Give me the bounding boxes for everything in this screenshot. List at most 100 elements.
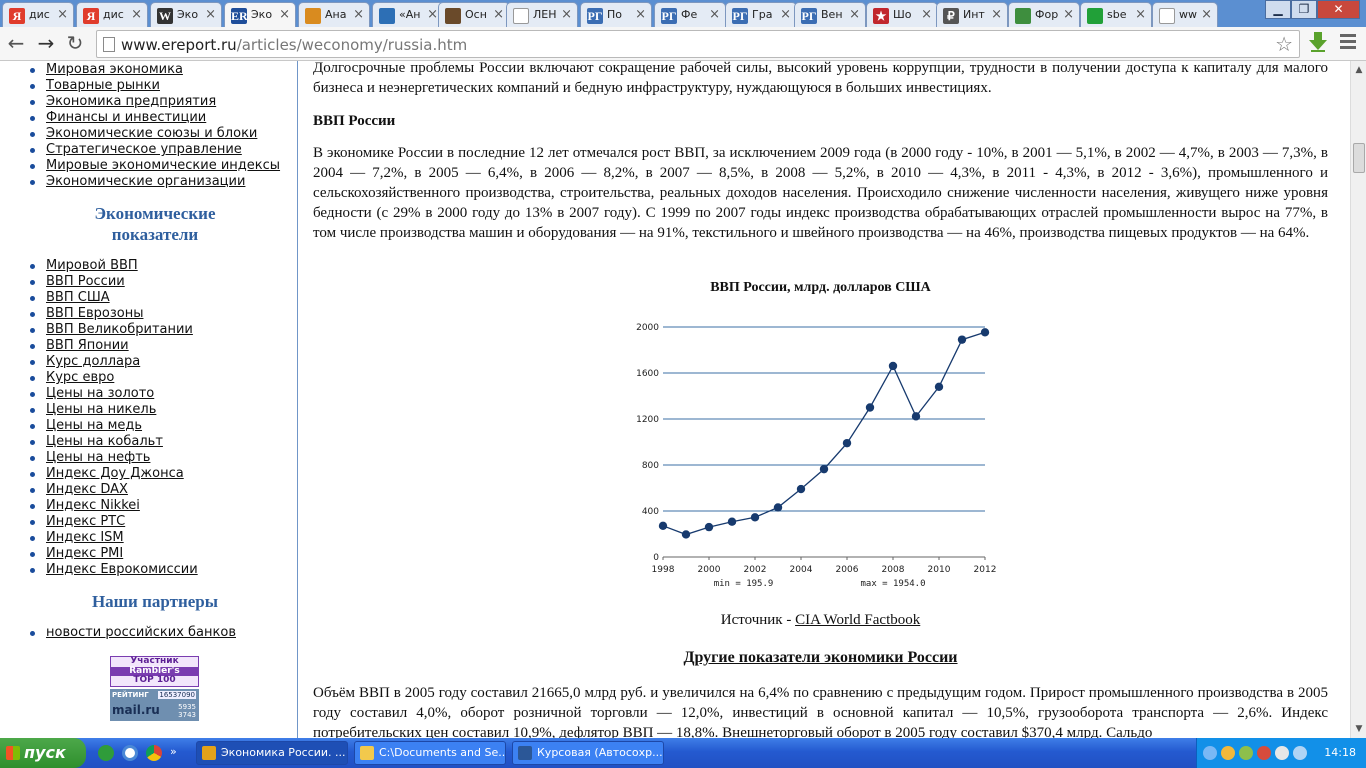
tab-8[interactable]: РГ По ×: [580, 2, 652, 27]
sidebar-menu-link[interactable]: Товарные рынки: [46, 78, 160, 93]
sidebar-indicator-link[interactable]: ВВП Великобритании: [46, 322, 193, 337]
tab-4[interactable]: Ана ×: [298, 2, 370, 27]
updates-icon[interactable]: [1239, 746, 1253, 760]
tab-2[interactable]: W Эко ×: [150, 2, 222, 27]
tab-12[interactable]: ★ Шо ×: [866, 2, 938, 27]
sidebar-indicator-link[interactable]: Индекс Еврокомиссии: [46, 562, 198, 577]
tab-close-icon[interactable]: ×: [57, 7, 68, 22]
page-icon: [513, 8, 529, 24]
tab-5[interactable]: «Ан ×: [372, 2, 444, 27]
forward-icon[interactable]: →: [37, 31, 55, 55]
taskbar-window-button[interactable]: Экономика России. ...: [196, 741, 348, 765]
download-extension-icon[interactable]: [1308, 31, 1328, 53]
tab-close-icon[interactable]: ×: [635, 7, 646, 22]
sidebar-indicator-link[interactable]: Индекс DAX: [46, 482, 128, 497]
sidebar-indicator-link[interactable]: Цены на никель: [46, 402, 157, 417]
taskbar-window-button[interactable]: Курсовая (Автосохр...: [512, 741, 664, 765]
sidebar-indicator-link[interactable]: ВВП России: [46, 274, 125, 289]
tab-close-icon[interactable]: ×: [353, 7, 364, 22]
tab-13[interactable]: ₽ Инт ×: [936, 2, 1008, 27]
sidebar-partner-link[interactable]: новости российских банков: [46, 625, 236, 640]
tab-16[interactable]: ww ×: [1152, 2, 1218, 27]
tab-close-icon[interactable]: ×: [849, 7, 860, 22]
icq-icon[interactable]: [98, 745, 114, 761]
taskbar-window-button[interactable]: C:\Documents and Se...: [354, 741, 506, 765]
url-text[interactable]: www.ereport.ru/articles/weconomy/russia.…: [121, 36, 467, 54]
gdp-heading: ВВП России: [313, 113, 396, 129]
sidebar-indicator-link[interactable]: Индекс РТС: [46, 514, 126, 529]
sidebar-indicator-link[interactable]: Цены на нефть: [46, 450, 151, 465]
network-icon[interactable]: [1203, 746, 1217, 760]
tab-close-icon[interactable]: ×: [921, 7, 932, 22]
address-bar[interactable]: www.ereport.ru/articles/weconomy/russia.…: [96, 30, 1300, 58]
sidebar-indicator-link[interactable]: ВВП США: [46, 290, 110, 305]
tab-close-icon[interactable]: ×: [1135, 7, 1146, 22]
sidebar-indicator-link[interactable]: Мировой ВВП: [46, 258, 138, 273]
scroll-thumb[interactable]: [1353, 143, 1365, 173]
sidebar-menu-link[interactable]: Экономические организации: [46, 174, 246, 189]
sidebar-indicator-link[interactable]: Индекс PMI: [46, 546, 124, 561]
tab-close-icon[interactable]: ×: [780, 7, 791, 22]
sidebar-menu-link[interactable]: Экономические союзы и блоки: [46, 126, 258, 141]
sidebar-menu-link[interactable]: Стратегическое управление: [46, 142, 242, 157]
sidebar-indicator-link[interactable]: Цены на кобальт: [46, 434, 163, 449]
sidebar-indicator-link[interactable]: Курс доллара: [46, 354, 141, 369]
browser-quicklaunch-icon[interactable]: [122, 745, 138, 761]
sidebar-menu-item: Товарные рынки: [30, 78, 280, 94]
tab-close-icon[interactable]: ×: [427, 7, 438, 22]
display-icon[interactable]: [1293, 746, 1307, 760]
maximize-button[interactable]: ❐: [1291, 0, 1317, 19]
bookmark-star-icon[interactable]: ☆: [1275, 32, 1293, 56]
tab-close-icon[interactable]: ×: [709, 7, 720, 22]
other-indicators-heading[interactable]: Другие показатели экономики России: [683, 649, 958, 666]
tab-close-icon[interactable]: ×: [561, 7, 572, 22]
tab-9[interactable]: РГ Фе ×: [654, 2, 726, 27]
back-icon[interactable]: ←: [7, 31, 25, 55]
tab-11[interactable]: РГ Вен ×: [794, 2, 866, 27]
menu-icon[interactable]: [1340, 34, 1356, 50]
sidebar-menu-link[interactable]: Экономика предприятия: [46, 94, 217, 109]
start-button[interactable]: пуск: [0, 738, 86, 768]
tab-close-icon[interactable]: ×: [493, 7, 504, 22]
chrome-quicklaunch-icon[interactable]: [146, 745, 162, 761]
volume-icon[interactable]: [1275, 746, 1289, 760]
scroll-down-icon[interactable]: ▼: [1355, 724, 1363, 734]
close-window-button[interactable]: ✕: [1317, 0, 1360, 19]
sidebar-menu-link[interactable]: Финансы и инвестиции: [46, 110, 207, 125]
sidebar-indicator-link[interactable]: Цены на медь: [46, 418, 143, 433]
x-tick-label: 2008: [882, 565, 905, 575]
tab-15[interactable]: sbe ×: [1080, 2, 1152, 27]
sidebar-indicator-link[interactable]: Индекс ISM: [46, 530, 124, 545]
sidebar-indicator-link[interactable]: Индекс Доу Джонса: [46, 466, 184, 481]
vertical-scrollbar[interactable]: ▲ ▼: [1350, 61, 1366, 738]
scroll-up-icon[interactable]: ▲: [1355, 65, 1363, 75]
rambler-top100-badge[interactable]: Участник Rambler's TOP 100: [110, 656, 199, 687]
tab-3[interactable]: ER Эко ×: [224, 2, 296, 27]
minimize-button[interactable]: ▁: [1265, 0, 1291, 19]
sidebar-indicator-link[interactable]: ВВП Еврозоны: [46, 306, 144, 321]
mailru-rating-badge[interactable]: РЕЙТИНГ 16537090 mail.ru 5935 3743: [110, 689, 199, 721]
source-link[interactable]: CIA World Factbook: [795, 612, 921, 628]
tab-10[interactable]: РГ Гра ×: [725, 2, 797, 27]
sidebar-indicator-link[interactable]: Цены на золото: [46, 386, 155, 401]
tab-close-icon[interactable]: ×: [205, 7, 216, 22]
quicklaunch-more-icon[interactable]: »: [170, 745, 177, 758]
sidebar-indicator-link[interactable]: ВВП Японии: [46, 338, 129, 353]
tab-6[interactable]: Осн ×: [438, 2, 510, 27]
security-icon[interactable]: [1221, 746, 1235, 760]
tab-close-icon[interactable]: ×: [991, 7, 1002, 22]
tab-close-icon[interactable]: ×: [131, 7, 142, 22]
tab-close-icon[interactable]: ×: [279, 7, 290, 22]
tab-close-icon[interactable]: ×: [1201, 7, 1212, 22]
sidebar-menu-link[interactable]: Мировые экономические индексы: [46, 158, 281, 173]
sidebar-menu-link[interactable]: Мировая экономика: [46, 62, 183, 77]
alert-icon[interactable]: [1257, 746, 1271, 760]
reload-icon[interactable]: ↻: [66, 31, 84, 55]
tab-close-icon[interactable]: ×: [1063, 7, 1074, 22]
sidebar-indicator-link[interactable]: Индекс Nikkei: [46, 498, 140, 513]
tab-7[interactable]: ЛЕН ×: [506, 2, 578, 27]
tab-14[interactable]: Фор ×: [1008, 2, 1080, 27]
sidebar-indicator-link[interactable]: Курс евро: [46, 370, 115, 385]
